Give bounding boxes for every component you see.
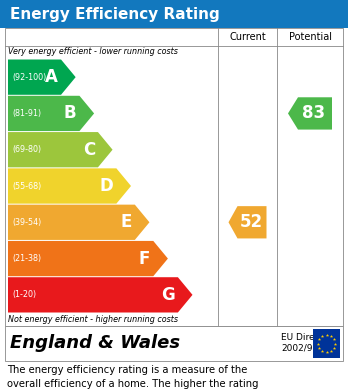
Bar [0,0,348,28]
Text: (55-68): (55-68) [12,181,41,190]
Text: 52: 52 [240,213,263,231]
Text: F: F [139,249,150,267]
Text: (92-100): (92-100) [12,73,46,82]
Polygon shape [8,204,149,240]
Text: England & Wales: England & Wales [10,334,180,353]
Text: (39-54): (39-54) [12,218,41,227]
Polygon shape [8,59,76,95]
Polygon shape [229,206,267,239]
Polygon shape [8,96,94,131]
Text: 83: 83 [302,104,326,122]
Text: C: C [83,141,95,159]
Text: (69-80): (69-80) [12,145,41,154]
Text: Current: Current [229,32,266,42]
Polygon shape [288,97,332,129]
Text: Energy Efficiency Rating: Energy Efficiency Rating [10,7,220,22]
Text: Potential: Potential [288,32,332,42]
Text: Not energy efficient - higher running costs: Not energy efficient - higher running co… [8,316,178,325]
Text: (21-38): (21-38) [12,254,41,263]
Bar [5,28,343,326]
Text: The energy efficiency rating is a measure of the
overall efficiency of a home. T: The energy efficiency rating is a measur… [7,365,259,391]
Bar [313,329,340,358]
Polygon shape [8,132,112,167]
Text: B: B [64,104,77,122]
Text: EU Directive
2002/91/EC: EU Directive 2002/91/EC [281,333,337,352]
Text: D: D [100,177,113,195]
Text: (1-20): (1-20) [12,291,36,300]
Polygon shape [8,241,168,276]
Polygon shape [8,169,131,204]
Text: A: A [45,68,58,86]
Text: Very energy efficient - lower running costs: Very energy efficient - lower running co… [8,47,178,57]
Text: G: G [161,286,175,304]
Bar [5,326,343,361]
Polygon shape [8,277,192,312]
Text: E: E [120,213,132,231]
Text: (81-91): (81-91) [12,109,41,118]
